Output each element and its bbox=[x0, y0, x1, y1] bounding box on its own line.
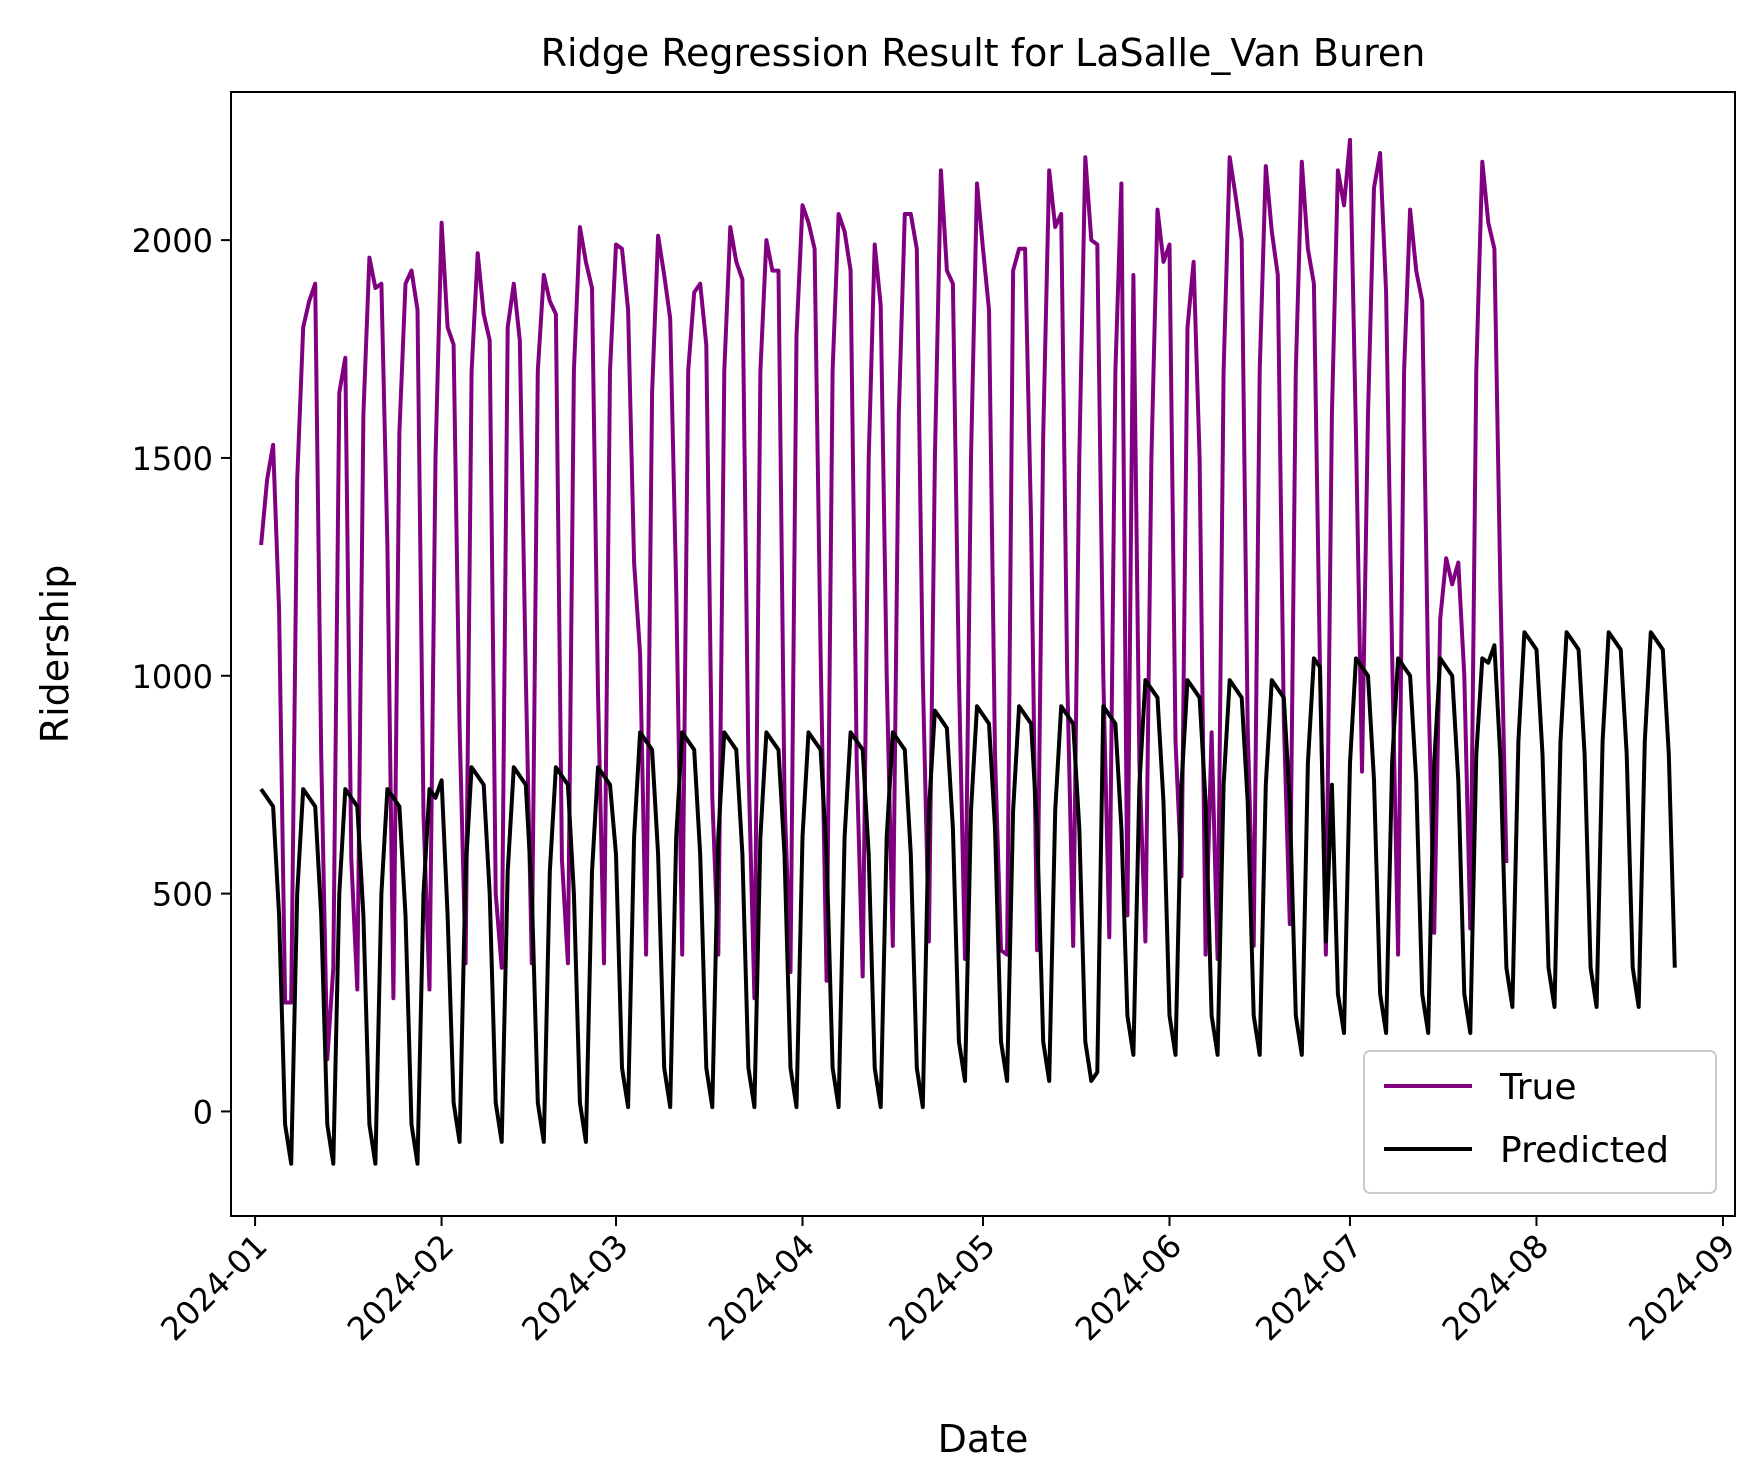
y-axis-label: Ridership bbox=[33, 565, 77, 744]
y-tick-label: 1000 bbox=[132, 658, 213, 696]
y-tick-label: 2000 bbox=[132, 222, 213, 260]
plot-frame bbox=[230, 91, 1736, 1217]
legend-label-predicted: Predicted bbox=[1500, 1130, 1669, 1171]
y-tick-label: 500 bbox=[152, 876, 213, 914]
series-line-true bbox=[259, 137, 1509, 1062]
y-tick-label: 0 bbox=[193, 1093, 213, 1131]
legend-label-true: True bbox=[1499, 1067, 1576, 1108]
legend: True Predicted bbox=[1363, 1050, 1717, 1194]
series-lines bbox=[259, 137, 1677, 1166]
series-line-predicted bbox=[259, 630, 1677, 1166]
chart-title: Ridge Regression Result for LaSalle_Van … bbox=[541, 31, 1426, 75]
x-axis-label: Date bbox=[938, 1417, 1029, 1461]
y-tick-label: 1500 bbox=[132, 440, 213, 478]
